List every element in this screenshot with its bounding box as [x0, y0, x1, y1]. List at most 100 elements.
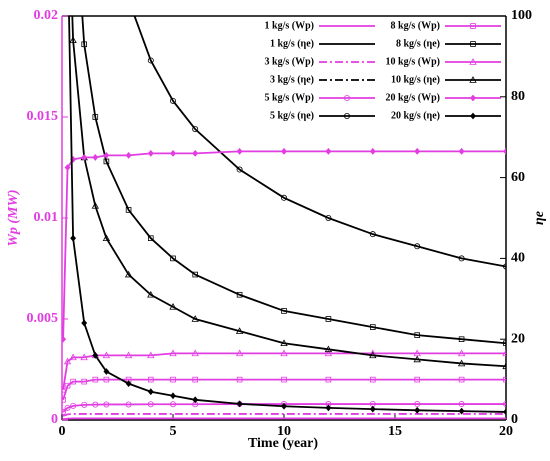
marker [126, 0, 131, 2]
marker [103, 401, 110, 408]
marker [69, 353, 77, 361]
marker [470, 94, 476, 102]
series-line [62, 417, 506, 420]
marker [458, 401, 465, 408]
marker [413, 355, 421, 363]
marker [64, 404, 71, 411]
marker [458, 407, 465, 415]
marker [192, 271, 199, 278]
x-tick-label: 5 [170, 424, 177, 439]
legend-label: 5 kg/s (Wp) [265, 92, 314, 103]
marker [414, 243, 421, 250]
marker [414, 406, 421, 414]
marker [414, 376, 420, 383]
marker [458, 255, 465, 262]
marker [325, 147, 332, 155]
marker [147, 235, 154, 242]
marker [369, 147, 376, 155]
marker [63, 357, 72, 365]
y-tick-label: 0.015 [27, 109, 59, 124]
marker [169, 303, 177, 310]
marker [470, 41, 476, 47]
marker [369, 405, 376, 413]
marker [70, 378, 76, 385]
marker [147, 149, 154, 157]
marker [281, 376, 287, 383]
marker [325, 214, 332, 221]
marker [170, 255, 176, 262]
marker [64, 164, 71, 171]
marker [469, 58, 477, 65]
marker [191, 315, 199, 322]
marker [343, 113, 350, 120]
legend-label: 20 kg/s (Wp) [386, 92, 440, 103]
marker [414, 401, 421, 408]
marker [81, 378, 88, 385]
legend-label: 1 kg/s (Wp) [265, 20, 314, 31]
marker [64, 382, 71, 389]
marker [414, 332, 420, 338]
marker [369, 324, 376, 330]
marker [103, 368, 110, 375]
marker [236, 166, 243, 173]
y2-axis-label: ηe [532, 211, 547, 225]
marker [470, 112, 476, 120]
marker [147, 388, 154, 396]
marker [192, 149, 199, 157]
marker [62, 396, 66, 403]
marker [281, 147, 287, 155]
marker [503, 408, 506, 416]
marker [170, 376, 176, 383]
legend-label: 3 kg/s (ηe) [270, 74, 314, 85]
marker [103, 158, 110, 165]
marker [70, 402, 77, 409]
marker [92, 153, 99, 161]
marker [92, 351, 99, 359]
marker [81, 41, 88, 48]
marker [414, 147, 421, 155]
marker [147, 351, 155, 359]
y2-tick-label: 100 [511, 8, 532, 23]
x-tick-label: 20 [499, 424, 513, 439]
marker [81, 153, 88, 161]
marker [458, 376, 465, 383]
x-tick-label: 10 [277, 424, 291, 439]
y-tick-label: 0 [51, 412, 58, 427]
series-line [62, 403, 506, 413]
y2-tick-label: 80 [511, 89, 525, 104]
legend-label: 5 kg/s (ηe) [270, 110, 314, 121]
marker [503, 340, 506, 347]
series-line [81, 16, 506, 345]
marker [281, 402, 287, 410]
plot-area [62, 0, 506, 420]
marker [70, 234, 77, 242]
marker [92, 376, 99, 383]
marker [324, 349, 333, 357]
legend-label: 1 kg/s (ηe) [270, 38, 314, 49]
marker [69, 36, 77, 44]
marker [80, 353, 88, 361]
marker [369, 351, 377, 359]
marker [235, 349, 244, 357]
x-tick-label: 0 [59, 424, 66, 439]
marker [236, 291, 243, 298]
marker [502, 362, 506, 370]
marker [325, 404, 332, 412]
legend-label: 20 kg/s (ηe) [391, 110, 440, 121]
marker [169, 97, 176, 104]
marker [469, 76, 477, 83]
y-tick-label: 0.005 [27, 311, 59, 326]
marker [92, 401, 99, 408]
marker [81, 401, 88, 408]
y-tick-label: 0.01 [34, 210, 59, 225]
legend-label: 10 kg/s (Wp) [386, 56, 440, 67]
y2-tick-label: 20 [511, 331, 525, 346]
marker [170, 392, 176, 400]
marker [503, 401, 506, 408]
marker [147, 290, 155, 298]
marker [325, 376, 332, 383]
marker [457, 349, 466, 357]
marker [236, 376, 243, 383]
marker [503, 376, 506, 383]
